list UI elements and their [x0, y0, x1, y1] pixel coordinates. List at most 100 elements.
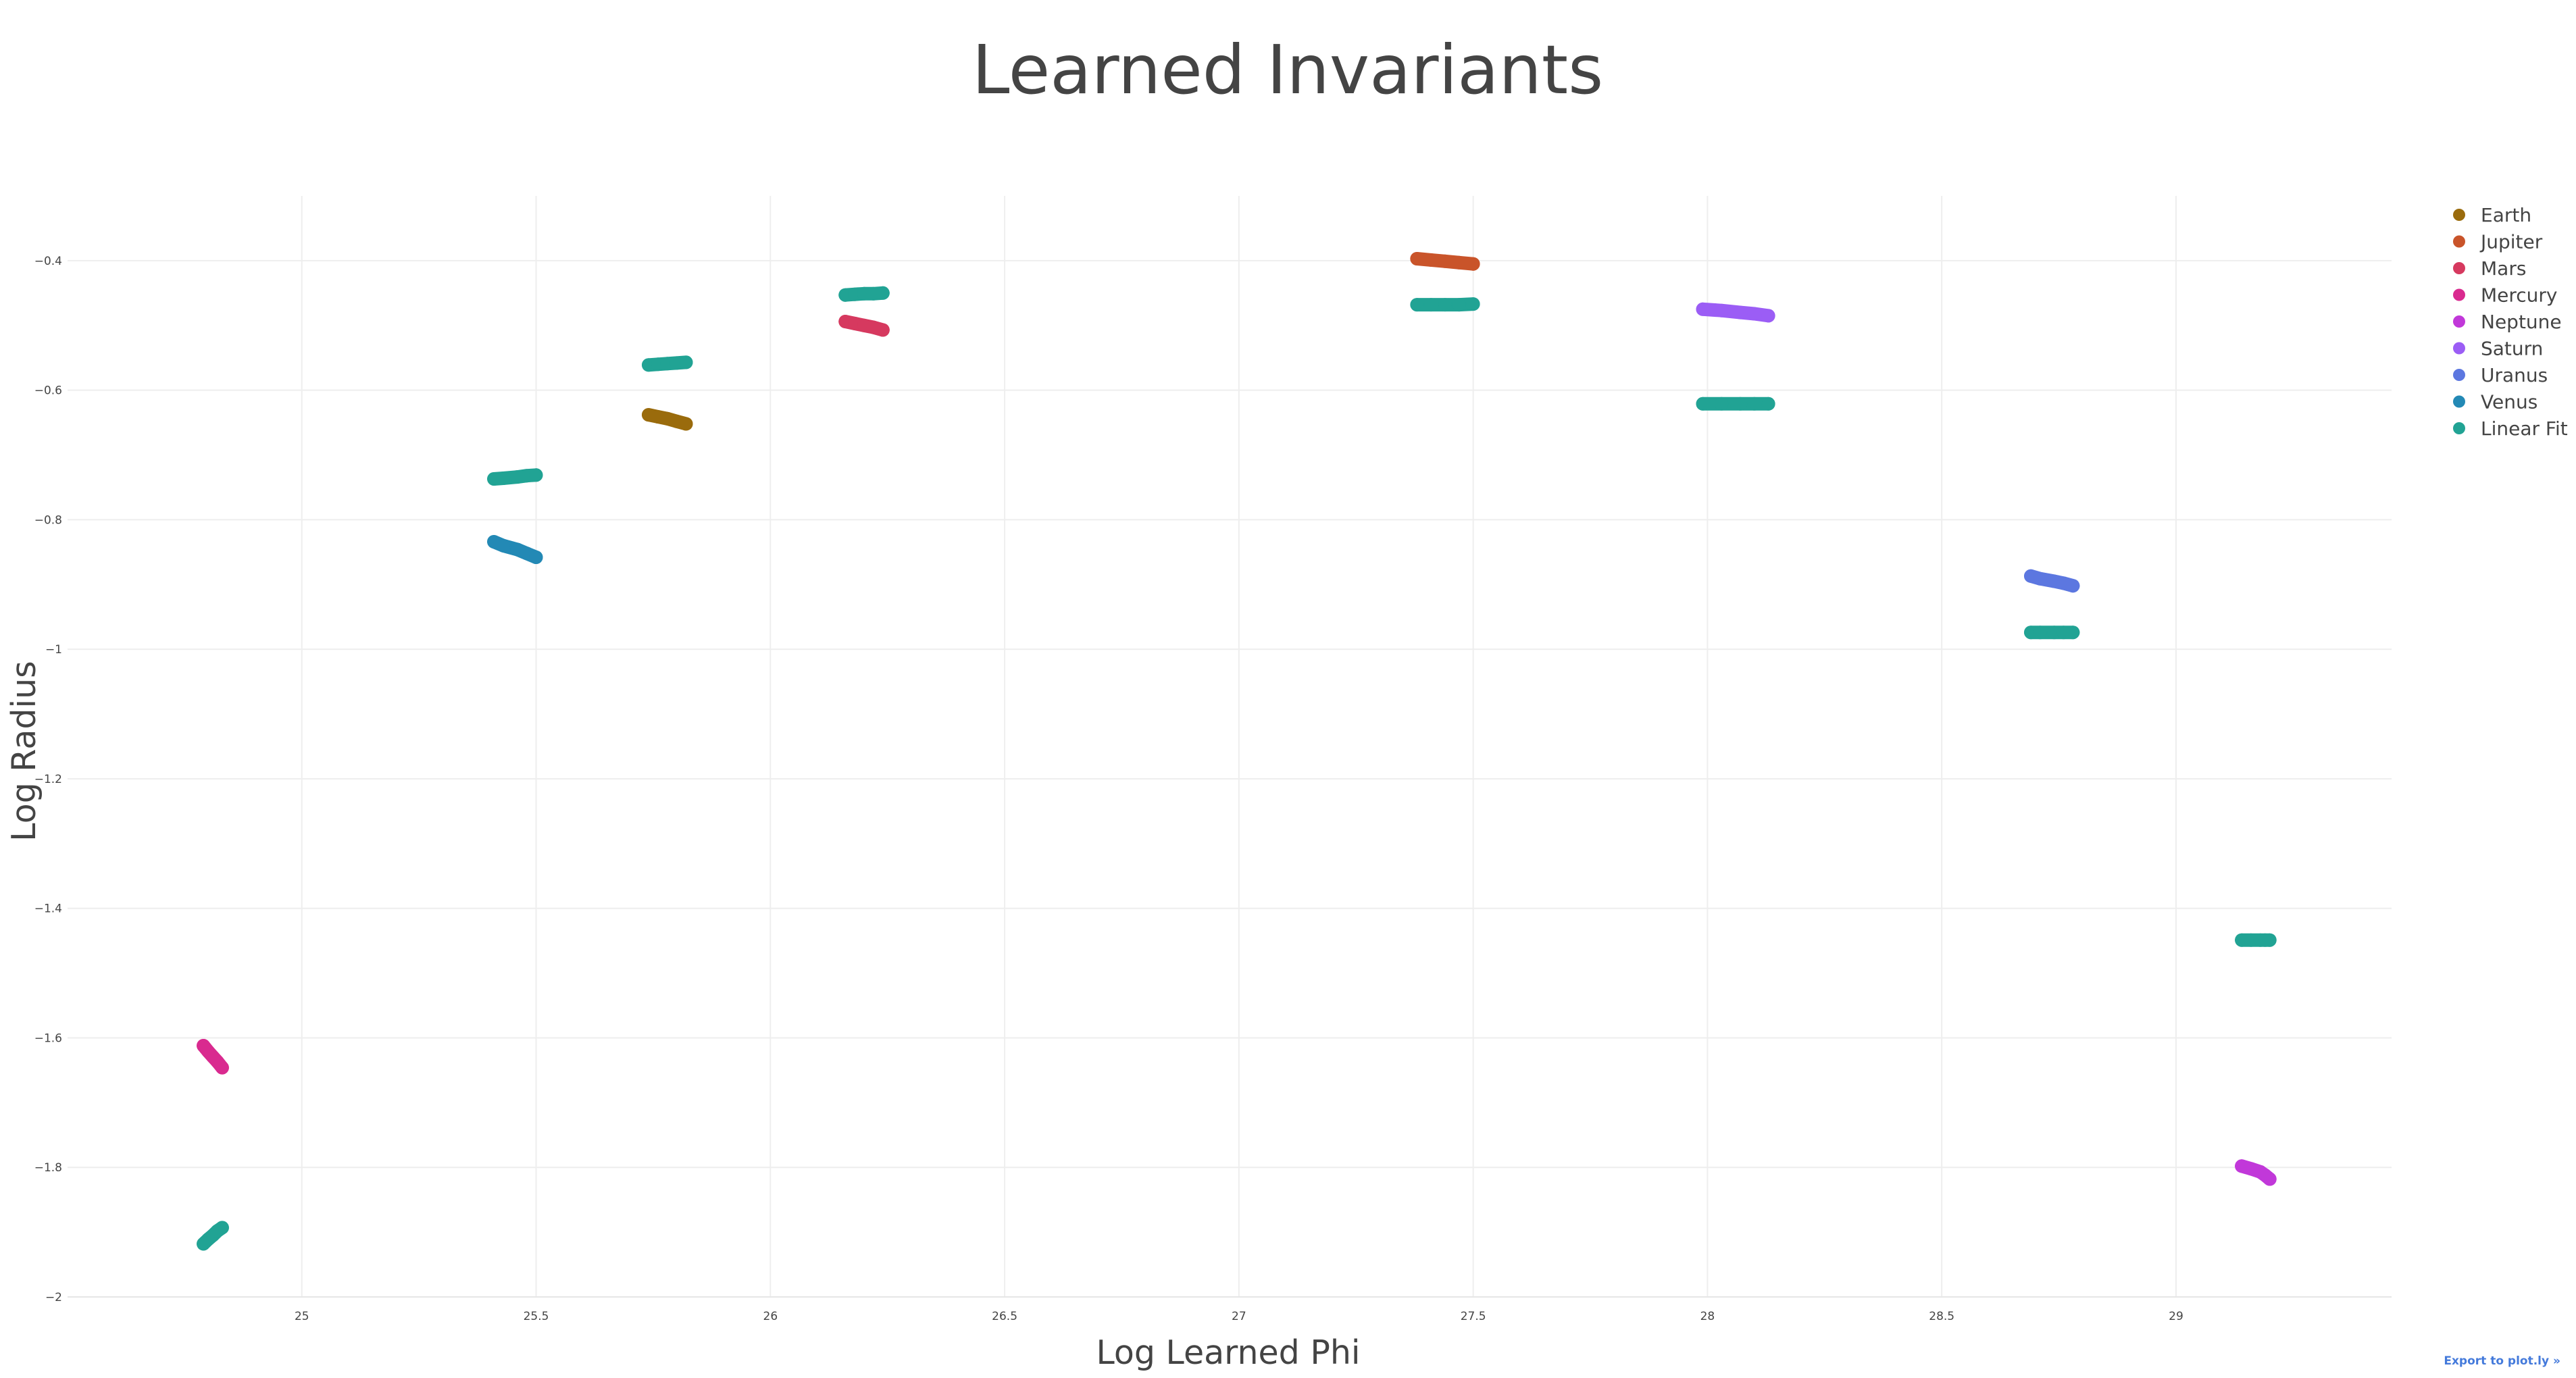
legend-marker-uranus: [2453, 369, 2465, 381]
data-point-uranus[interactable]: [2066, 579, 2080, 593]
data-point-linear-fit[interactable]: [1734, 397, 1747, 411]
legend-marker-mars: [2453, 262, 2465, 274]
data-point-saturn[interactable]: [1761, 309, 1775, 323]
axis-ticks: 25 25.5 26 26.5 27 27.5 28 28.5 29 −0.4 −0.6 −0.8 −1…: [34, 255, 2183, 1323]
x-tick-label: 27.5: [1461, 1310, 1486, 1323]
legend-marker-venus: [2453, 395, 2465, 408]
x-tick-label: 26: [763, 1310, 778, 1323]
legend[interactable]: Earth Jupiter Mars Mercury Neptune Saturn Uran…: [2453, 204, 2568, 440]
data-point-linear-fit[interactable]: [1438, 298, 1452, 312]
data-point-linear-fit[interactable]: [2056, 626, 2071, 640]
data-point-linear-fit[interactable]: [529, 468, 543, 482]
legend-label-uranus: Uranus: [2481, 364, 2548, 386]
legend-marker-saturn: [2453, 342, 2465, 355]
legend-marker-earth: [2453, 209, 2465, 221]
legend-item-mars[interactable]: Mars: [2453, 257, 2526, 280]
data-point-jupiter[interactable]: [1410, 252, 1424, 265]
legend-label-saturn: Saturn: [2481, 338, 2543, 360]
legend-label-mars: Mars: [2481, 257, 2526, 280]
data-point-saturn[interactable]: [1696, 302, 1710, 316]
y-tick-label: −1: [45, 643, 62, 657]
legend-label-earth: Earth: [2481, 204, 2531, 226]
legend-marker-linear-fit: [2453, 422, 2465, 434]
data-point-linear-fit[interactable]: [1696, 397, 1710, 411]
x-tick-label: 28.5: [1929, 1310, 1954, 1323]
legend-item-neptune[interactable]: Neptune: [2453, 311, 2562, 333]
legend-item-jupiter[interactable]: Jupiter: [2453, 231, 2543, 253]
data-point-linear-fit[interactable]: [857, 286, 871, 301]
data-point-linear-fit[interactable]: [2024, 626, 2038, 640]
data-point-linear-fit[interactable]: [2066, 626, 2080, 640]
data-point-saturn[interactable]: [1715, 303, 1729, 317]
grid: [68, 196, 2392, 1298]
data-point-jupiter[interactable]: [1438, 254, 1452, 268]
data-point-linear-fit[interactable]: [679, 355, 693, 369]
legend-label-neptune: Neptune: [2481, 311, 2562, 333]
legend-item-earth[interactable]: Earth: [2453, 204, 2531, 226]
x-tick-label: 29: [2169, 1310, 2183, 1323]
legend-label-venus: Venus: [2481, 391, 2537, 413]
data-point-neptune[interactable]: [2263, 1172, 2277, 1186]
data-point-linear-fit[interactable]: [1410, 298, 1424, 312]
y-tick-label: −1.8: [34, 1161, 62, 1175]
legend-item-uranus[interactable]: Uranus: [2453, 364, 2548, 386]
series-earth[interactable]: [642, 408, 693, 431]
legend-item-venus[interactable]: Venus: [2453, 391, 2537, 413]
y-tick-label: −0.6: [34, 384, 62, 398]
data-point-linear-fit[interactable]: [1747, 397, 1761, 411]
data-point-linear-fit[interactable]: [215, 1221, 229, 1235]
data-point-saturn[interactable]: [1747, 307, 1761, 321]
legend-label-jupiter: Jupiter: [2479, 231, 2543, 253]
data-point-uranus[interactable]: [2033, 571, 2047, 586]
data-point-mercury[interactable]: [215, 1061, 229, 1075]
data-point-earth[interactable]: [679, 417, 693, 431]
plot-area[interactable]: [197, 252, 2277, 1251]
legend-label-linear-fit: Linear Fit: [2481, 417, 2568, 440]
data-point-mars[interactable]: [876, 323, 890, 337]
series-mars[interactable]: [838, 315, 890, 337]
legend-item-linear-fit[interactable]: Linear Fit: [2453, 417, 2568, 440]
x-tick-label: 25.5: [524, 1310, 549, 1323]
y-tick-label: −1.6: [34, 1031, 62, 1045]
y-tick-label: −0.8: [34, 513, 62, 527]
data-point-linear-fit[interactable]: [2263, 933, 2277, 947]
x-tick-label: 26.5: [992, 1310, 1017, 1323]
data-point-linear-fit[interactable]: [2033, 626, 2047, 640]
legend-item-saturn[interactable]: Saturn: [2453, 338, 2543, 360]
data-point-linear-fit[interactable]: [2244, 933, 2258, 947]
data-point-venus[interactable]: [529, 551, 543, 564]
legend-label-mercury: Mercury: [2481, 284, 2558, 307]
export-link[interactable]: Export to plot.ly »: [2444, 1354, 2560, 1368]
legend-marker-neptune: [2453, 315, 2465, 328]
data-point-linear-fit[interactable]: [876, 286, 890, 300]
legend-marker-mercury: [2453, 288, 2465, 301]
data-point-linear-fit[interactable]: [1424, 298, 1438, 312]
data-point-linear-fit[interactable]: [1715, 397, 1729, 411]
data-point-jupiter[interactable]: [1424, 253, 1438, 267]
series-jupiter[interactable]: [1410, 252, 1480, 271]
x-tick-label: 25: [295, 1310, 309, 1323]
y-tick-label: −0.4: [34, 255, 62, 268]
data-point-linear-fit[interactable]: [497, 471, 510, 485]
data-point-linear-fit[interactable]: [1452, 298, 1466, 312]
data-point-linear-fit[interactable]: [2047, 626, 2061, 640]
x-axis-title: Log Learned Phi: [1096, 1333, 1360, 1372]
legend-item-mercury[interactable]: Mercury: [2453, 284, 2558, 307]
data-point-jupiter[interactable]: [1452, 255, 1466, 270]
data-point-linear-fit[interactable]: [1761, 397, 1775, 411]
data-point-venus[interactable]: [497, 538, 510, 553]
data-point-linear-fit[interactable]: [1466, 297, 1480, 311]
series-mercury[interactable]: [197, 1039, 229, 1075]
y-tick-label: −1.4: [34, 902, 62, 916]
data-point-linear-fit[interactable]: [2235, 933, 2249, 947]
data-point-jupiter[interactable]: [1466, 257, 1480, 271]
series-neptune[interactable]: [2235, 1159, 2277, 1186]
series-venus[interactable]: [487, 535, 543, 564]
data-point-saturn[interactable]: [1734, 305, 1747, 320]
series-saturn[interactable]: [1696, 302, 1775, 323]
series-uranus[interactable]: [2024, 569, 2080, 593]
x-tick-label: 28: [1700, 1310, 1715, 1323]
series-linear-fit[interactable]: [197, 286, 2277, 1251]
